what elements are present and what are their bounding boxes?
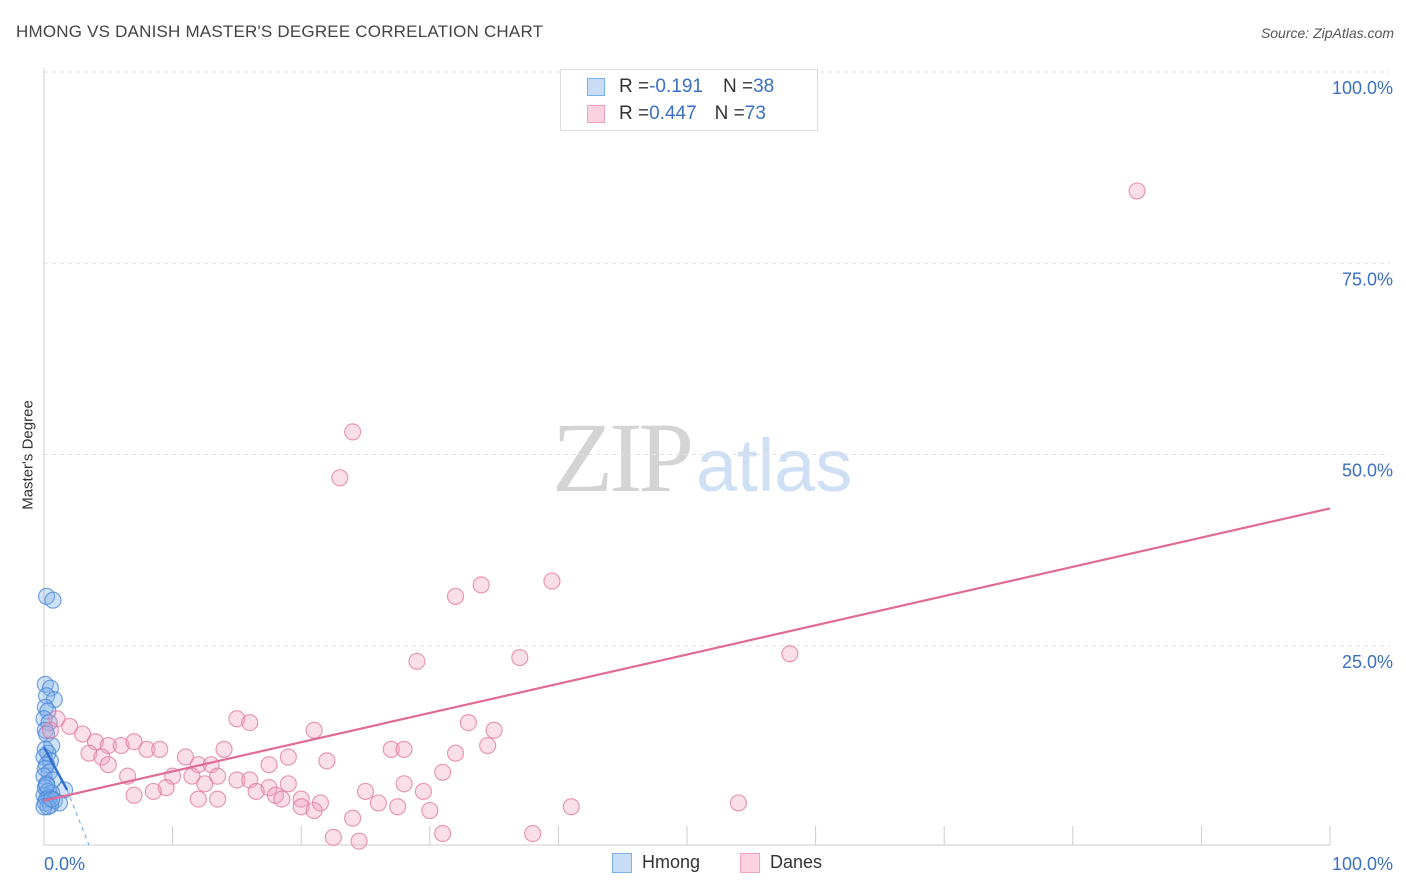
danes-point-41 — [228, 771, 246, 789]
danes-point-45 — [395, 775, 413, 793]
danes-point-26 — [215, 740, 233, 758]
danes-point-63 — [421, 801, 439, 820]
danes-legend-swatch-icon — [740, 852, 760, 873]
danes-point-11 — [459, 713, 477, 732]
danes-point-52 — [144, 782, 162, 801]
y-tick-label-1: 50.0% — [1342, 461, 1393, 481]
legend-item-hmong[interactable]: Hmong — [612, 852, 700, 873]
hmong-legend-swatch-icon — [612, 852, 632, 873]
danes-point-23 — [151, 740, 169, 758]
danes-point-29 — [446, 744, 465, 762]
hmong-trend-extension — [66, 789, 90, 846]
danes-point-57 — [414, 782, 432, 801]
hmong-n-label: N = — [722, 76, 754, 97]
hmong-swatch-icon — [587, 78, 605, 96]
danes-point-72 — [350, 832, 368, 850]
danes-point-70 — [524, 824, 542, 843]
danes-point-67 — [344, 809, 362, 827]
danes-point-21 — [125, 733, 143, 751]
watermark: ZIPatlas — [552, 400, 852, 515]
danes-point-58 — [189, 790, 207, 808]
hmong-n-value: 38 — [753, 76, 775, 97]
danes-point-16 — [41, 721, 60, 739]
x-tick-label-0: 0.0% — [44, 854, 85, 874]
legend-danes-label: Danes — [770, 852, 823, 872]
danes-point-13 — [305, 721, 323, 739]
legend-item-danes[interactable]: Danes — [740, 852, 822, 873]
danes-point-51 — [125, 786, 143, 804]
hmong-point-37 — [37, 776, 56, 794]
danes-point-12 — [485, 721, 503, 739]
danes-point-56 — [369, 794, 387, 812]
danes-swatch-icon — [587, 105, 605, 123]
danes-point-47 — [279, 775, 297, 793]
hmong-r-value: -0.191 — [649, 76, 703, 97]
hmong-r-label: R = — [619, 76, 650, 97]
danes-point-66 — [292, 798, 310, 816]
danes-r-value: 0.447 — [649, 103, 697, 124]
danes-point-1 — [344, 423, 362, 441]
chart-title: HMONG VS DANISH MASTER'S DEGREE CORRELAT… — [16, 22, 544, 41]
legend-row-danes: R = 0.447 N = 73 — [587, 102, 766, 126]
danes-r-label: R = — [619, 103, 650, 124]
y-tick-label-2: 75.0% — [1342, 269, 1393, 289]
danes-point-49 — [157, 779, 175, 797]
danes-point-31 — [279, 748, 297, 766]
danes-point-4 — [472, 576, 490, 594]
danes-point-60 — [273, 790, 291, 808]
correlation-legend: R = -0.191 N = 38 R = 0.447 N = 73 — [560, 69, 818, 131]
danes-point-15 — [61, 717, 79, 736]
x-tick-label-1: 100.0% — [1332, 854, 1393, 874]
danes-point-44 — [356, 782, 375, 801]
danes-point-32 — [176, 748, 195, 766]
danes-point-53 — [247, 782, 265, 801]
danes-point-27 — [382, 740, 400, 758]
source-label: Source: ZipAtlas.com — [1260, 25, 1394, 41]
danes-point-0 — [1128, 182, 1146, 200]
danes-point-6 — [781, 645, 799, 663]
watermark-atlas: atlas — [696, 424, 853, 507]
danes-point-37 — [260, 756, 278, 774]
danes-n-label: N = — [714, 103, 745, 124]
danes-point-5 — [446, 587, 465, 605]
danes-point-65 — [729, 794, 748, 812]
danes-point-7 — [408, 652, 426, 671]
danes-point-22 — [138, 740, 156, 758]
danes-point-28 — [395, 740, 413, 758]
watermark-zip: ZIP — [552, 402, 694, 513]
danes-trend-line — [43, 507, 1331, 802]
danes-point-17 — [73, 725, 92, 743]
hmong-point-1 — [44, 591, 62, 609]
danes-point-48 — [196, 775, 214, 793]
danes-point-68 — [305, 801, 323, 820]
danes-n-value: 73 — [744, 103, 766, 124]
danes-point-43 — [434, 763, 452, 781]
danes-point-30 — [479, 736, 497, 755]
danes-point-20 — [112, 736, 130, 755]
y-tick-label-3: 100.0% — [1332, 78, 1393, 98]
danes-point-62 — [389, 798, 407, 816]
danes-point-71 — [324, 828, 342, 846]
danes-point-8 — [511, 648, 529, 667]
danes-point-36 — [99, 756, 117, 774]
danes-point-59 — [209, 790, 227, 808]
danes-point-10 — [241, 713, 259, 732]
legend-row-hmong: R = -0.191 N = 38 — [587, 75, 774, 99]
danes-point-69 — [434, 824, 452, 843]
danes-point-2 — [331, 469, 349, 487]
danes-point-24 — [80, 744, 98, 762]
danes-point-3 — [543, 572, 561, 590]
danes-point-64 — [562, 798, 580, 816]
danes-point-40 — [209, 767, 227, 785]
danes-point-33 — [318, 752, 336, 770]
y-tick-label-0: 25.0% — [1342, 652, 1393, 672]
legend-hmong-label: Hmong — [642, 852, 701, 872]
danes-point-9 — [228, 710, 246, 728]
hmong-trend-line — [42, 746, 69, 791]
